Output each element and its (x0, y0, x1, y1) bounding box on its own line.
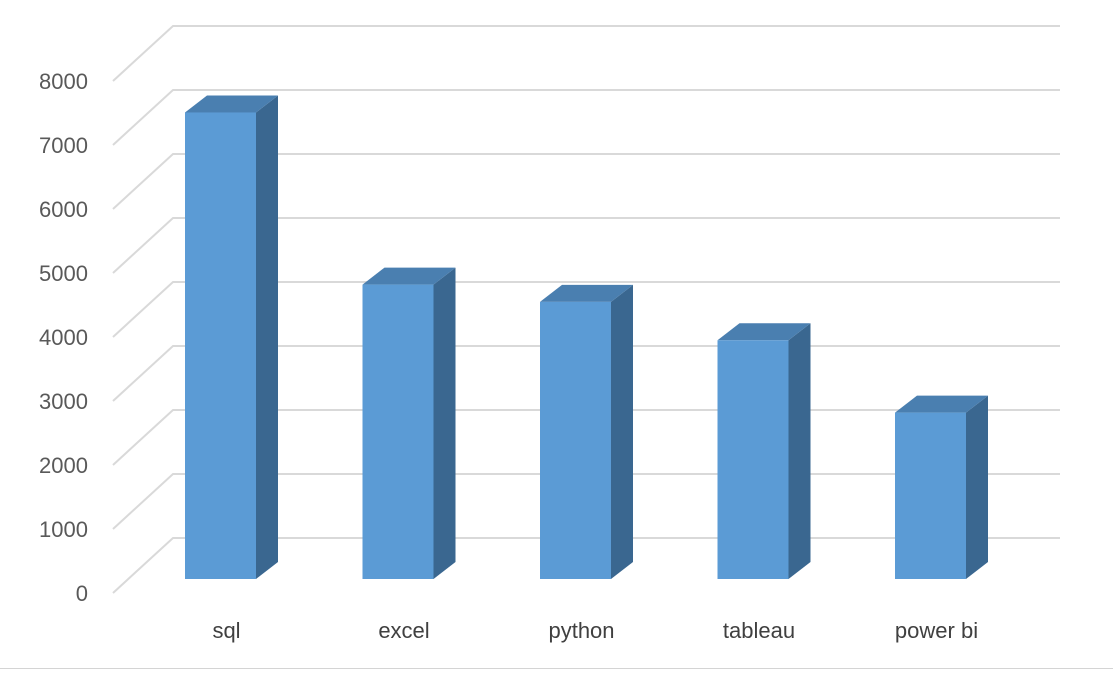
gridline (112, 217, 1060, 274)
bar-side (966, 395, 988, 579)
y-tick-label: 5000 (39, 261, 88, 286)
gridline (112, 89, 1060, 146)
y-tick-label: 2000 (39, 453, 88, 478)
bar-side (611, 284, 633, 579)
bar-front (185, 112, 256, 579)
bar-side (433, 267, 456, 579)
bar-top (895, 395, 988, 413)
bar-front (540, 301, 611, 579)
y-tick-label: 4000 (39, 325, 88, 350)
y-tick-label: 1000 (39, 517, 88, 542)
bars (185, 95, 988, 579)
bar (717, 323, 811, 579)
gridlines (112, 25, 1060, 594)
y-tick-label: 3000 (39, 389, 88, 414)
gridline (112, 25, 1060, 82)
bar-side (788, 323, 811, 579)
bar-side (256, 95, 278, 579)
x-category-label: sql (212, 618, 240, 643)
bar-top (185, 95, 278, 113)
bar-front (895, 412, 966, 579)
bar (540, 284, 633, 579)
y-axis-ticks: 0 1000 2000 3000 4000 5000 6000 7000 8000 (39, 69, 88, 606)
bar-top (362, 267, 456, 285)
bar (185, 95, 278, 579)
y-tick-label: 7000 (39, 133, 88, 158)
bar-front (717, 340, 789, 579)
bar-top (717, 323, 811, 341)
bottom-divider (0, 668, 1113, 669)
y-tick-label: 6000 (39, 197, 88, 222)
bar (362, 267, 456, 579)
bar-front (362, 284, 434, 579)
bar (895, 395, 988, 579)
x-category-label: power bi (895, 618, 978, 643)
y-tick-label: 0 (76, 581, 88, 606)
y-tick-label: 8000 (39, 69, 88, 94)
x-category-label: python (548, 618, 614, 643)
gridline (112, 281, 1060, 338)
x-category-label: tableau (723, 618, 795, 643)
bar-top (540, 284, 633, 302)
x-category-label: excel (378, 618, 429, 643)
gridline (112, 153, 1060, 210)
x-axis-labels: sql excel python tableau power bi (212, 618, 978, 643)
